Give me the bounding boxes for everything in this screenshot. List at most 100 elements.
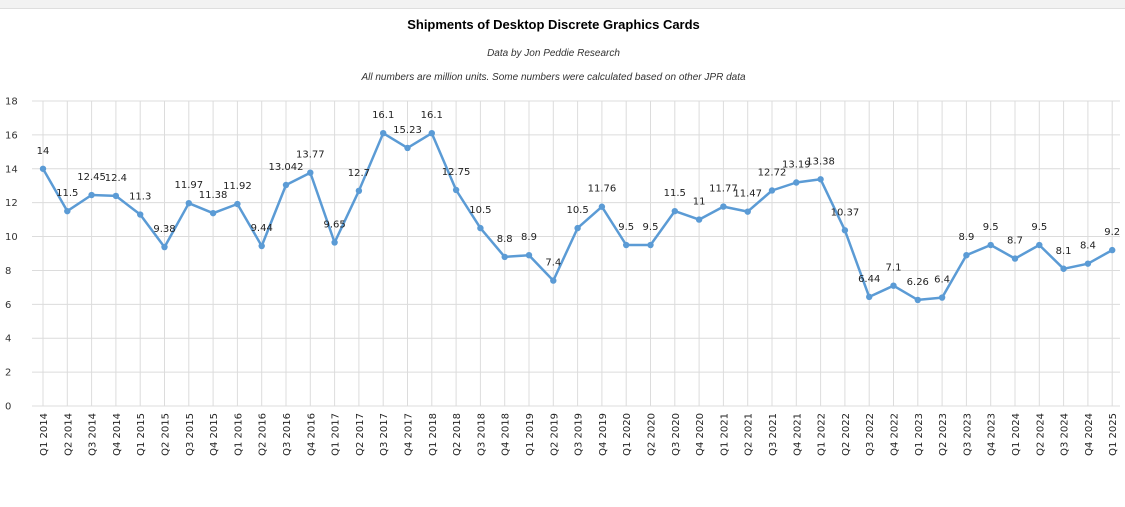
x-tick-label: Q1 2020 (622, 413, 633, 456)
data-label: 6.4 (934, 275, 950, 286)
x-tick-label: Q4 2017 (404, 413, 415, 456)
data-label: 8.9 (521, 232, 537, 243)
x-tick-label: Q1 2018 (428, 413, 439, 456)
data-point (598, 203, 606, 210)
x-tick-label: Q2 2022 (841, 413, 852, 456)
data-label: 6.44 (858, 274, 880, 285)
x-tick-label: Q1 2019 (525, 413, 536, 456)
x-tick-label: Q4 2018 (501, 413, 512, 456)
data-point (234, 200, 241, 208)
x-axis-ticks: Q1 2014 Q2 2014 Q3 2014 Q4 2014 Q1 2015 Q2 20… (39, 413, 1119, 456)
data-point (647, 241, 654, 249)
window-top-bar (0, 0, 1125, 9)
data-point (112, 192, 120, 200)
data-label: 10.5 (469, 205, 491, 216)
x-tick-label: Q4 2014 (112, 413, 123, 456)
x-tick-label: Q3 2021 (768, 413, 779, 456)
data-label: 7.4 (545, 258, 561, 269)
y-tick-label: 10 (5, 232, 18, 243)
y-tick-label: 2 (5, 368, 11, 379)
data-point (428, 129, 435, 137)
data-label: 11.38 (199, 190, 228, 201)
data-label: 8.9 (958, 232, 974, 243)
data-point (501, 253, 508, 261)
data-label: 8.4 (1080, 241, 1096, 252)
data-label: 11.92 (223, 181, 252, 192)
data-point (477, 224, 484, 232)
x-tick-label: Q4 2022 (890, 413, 901, 456)
x-tick-label: Q1 2015 (136, 413, 147, 456)
data-label: 10.37 (831, 207, 860, 218)
data-label: 14 (37, 146, 50, 157)
data-point (1011, 255, 1019, 262)
data-point (88, 191, 95, 199)
x-tick-label: Q4 2021 (792, 413, 803, 456)
y-tick-label: 14 (5, 164, 18, 175)
x-tick-label: Q3 2020 (671, 413, 682, 456)
data-point (355, 187, 363, 195)
x-tick-label: Q3 2015 (185, 413, 196, 456)
data-label: 11.5 (664, 188, 686, 199)
data-label: 9.2 (1104, 227, 1120, 238)
x-tick-label: Q1 2016 (233, 413, 244, 456)
data-point (817, 176, 824, 183)
data-point (841, 227, 849, 234)
x-tick-label: Q1 2017 (331, 413, 342, 456)
data-label: 12.7 (348, 168, 370, 179)
x-tick-label: Q1 2014 (39, 413, 50, 456)
y-tick-label: 12 (5, 198, 18, 209)
data-point (525, 251, 533, 259)
x-tick-label: Q2 2019 (549, 413, 560, 456)
data-point (768, 187, 776, 194)
data-label: 11.76 (588, 184, 617, 195)
data-point (963, 251, 970, 259)
x-tick-label: Q4 2024 (1084, 413, 1095, 456)
data-point (282, 181, 290, 189)
x-tick-label: Q1 2022 (817, 413, 828, 456)
data-label: 12.72 (758, 167, 787, 178)
data-label: 11.77 (709, 184, 738, 195)
x-tick-label: Q2 2016 (258, 413, 269, 456)
grid (32, 100, 1120, 407)
y-tick-label: 4 (5, 334, 11, 345)
data-point (695, 216, 703, 223)
data-point (64, 207, 71, 215)
data-label: 11.47 (733, 189, 762, 200)
x-tick-label: Q3 2024 (1060, 413, 1071, 456)
x-tick-label: Q1 2024 (1011, 413, 1022, 456)
x-tick-label: Q2 2015 (161, 413, 172, 456)
data-label: 12.75 (442, 167, 471, 178)
x-tick-label: Q2 2014 (63, 413, 74, 456)
x-tick-label: Q2 2017 (355, 413, 366, 456)
data-point (623, 241, 630, 249)
data-label: 12.4 (105, 173, 127, 184)
data-label: 12.45 (77, 172, 106, 183)
data-label: 8.8 (497, 234, 513, 245)
x-tick-label: Q3 2014 (88, 413, 99, 456)
x-tick-label: Q3 2019 (574, 413, 585, 456)
data-point (161, 243, 168, 251)
x-tick-label: Q4 2019 (598, 413, 609, 456)
data-label: 13.19 (782, 160, 811, 171)
data-point (39, 165, 47, 172)
data-point (331, 239, 338, 246)
data-point (866, 293, 873, 301)
x-tick-label: Q2 2024 (1035, 413, 1046, 456)
x-tick-label: Q1 2023 (914, 413, 925, 456)
data-label: 15.23 (393, 125, 422, 136)
data-point (1109, 246, 1116, 254)
x-tick-label: Q2 2018 (452, 413, 463, 456)
data-point (137, 211, 144, 218)
data-point (380, 129, 387, 137)
y-axis-ticks: 0 2 4 6 8 10 12 14 16 18 (5, 97, 18, 413)
data-label: 8.7 (1007, 236, 1023, 247)
data-point (890, 282, 897, 289)
y-tick-label: 18 (5, 97, 18, 108)
data-label: 11.97 (174, 180, 203, 191)
data-label: 11.5 (56, 188, 78, 199)
data-label: 16.1 (372, 110, 394, 121)
data-point (574, 224, 581, 232)
x-tick-label: Q3 2017 (379, 413, 390, 456)
data-point (744, 208, 751, 215)
